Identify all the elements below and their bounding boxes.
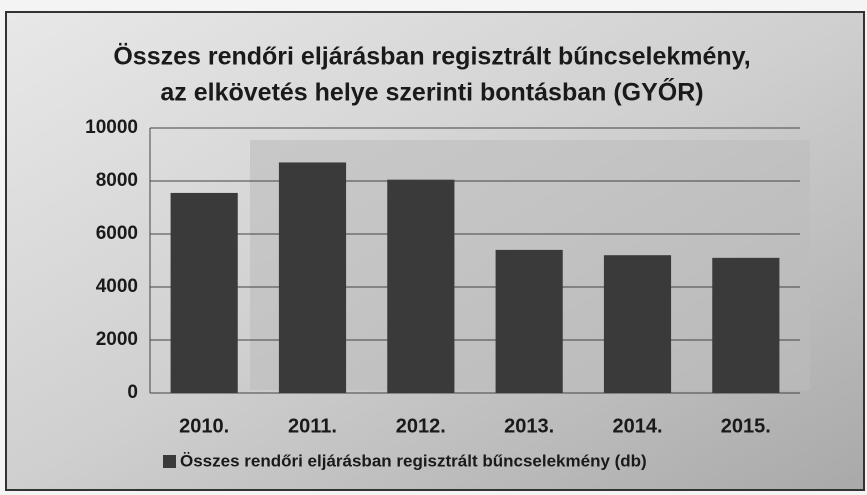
bar <box>712 257 780 393</box>
y-tick-label: 0 <box>127 382 138 403</box>
y-tick-label: 10000 <box>85 117 138 138</box>
y-tick-label: 8000 <box>96 170 138 191</box>
legend-swatch <box>163 455 176 468</box>
bar <box>603 255 672 393</box>
chart-title: Összes rendőri eljárásban regisztrált bű… <box>113 42 750 71</box>
x-tick-label: 2014. <box>612 415 662 437</box>
bar <box>170 192 238 393</box>
x-tick-label: 2011. <box>288 415 337 437</box>
chart-title: az elkövetés helye szerinti bontásban (G… <box>160 78 703 107</box>
legend-label: Összes rendőri eljárásban regisztrált bű… <box>180 451 647 470</box>
y-tick-label: 6000 <box>96 223 138 244</box>
y-tick-label: 2000 <box>96 329 138 350</box>
bar <box>278 162 347 393</box>
x-tick-label: 2012. <box>396 415 446 437</box>
x-tick-label: 2010. <box>179 415 229 437</box>
y-tick-label: 4000 <box>96 276 138 297</box>
x-tick-label: 2013. <box>504 415 554 437</box>
bar <box>495 249 563 393</box>
x-tick-label: 2015. <box>721 415 771 437</box>
bar <box>387 179 455 393</box>
